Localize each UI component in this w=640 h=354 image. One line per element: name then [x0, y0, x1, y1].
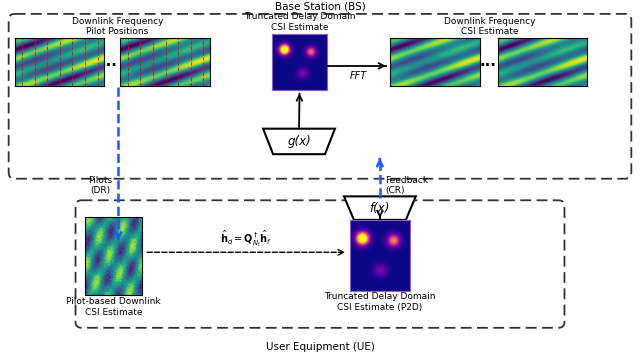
Text: Downlink Frequency
CSI Estimate: Downlink Frequency CSI Estimate	[444, 17, 536, 36]
Text: Truncated Delay Domain
CSI Estimate (P2D): Truncated Delay Domain CSI Estimate (P2D…	[324, 292, 436, 312]
Text: ...: ...	[100, 55, 117, 69]
Text: Pilots
(DR): Pilots (DR)	[88, 176, 113, 195]
Text: FFT: FFT	[350, 71, 367, 81]
Polygon shape	[344, 196, 416, 220]
Polygon shape	[263, 129, 335, 154]
Text: Truncated Delay Domain
CSI Estimate: Truncated Delay Domain CSI Estimate	[244, 12, 355, 32]
Text: User Equipment (UE): User Equipment (UE)	[266, 342, 374, 352]
Text: Feedback
(CR): Feedback (CR)	[385, 176, 428, 195]
Text: Downlink Frequency
Pilot Positions: Downlink Frequency Pilot Positions	[72, 17, 163, 36]
Text: $\hat{\mathbf{h}}_d = \mathbf{Q}_{N_t}^\dagger \hat{\mathbf{h}}_f$: $\hat{\mathbf{h}}_d = \mathbf{Q}_{N_t}^\…	[220, 229, 272, 249]
Text: Base Station (BS): Base Station (BS)	[275, 2, 365, 12]
Text: Pilot-based Downlink
CSI Estimate: Pilot-based Downlink CSI Estimate	[66, 297, 161, 317]
Text: f(x): f(x)	[370, 202, 390, 215]
Text: g(x): g(x)	[287, 135, 311, 148]
Text: ...: ...	[479, 55, 496, 69]
